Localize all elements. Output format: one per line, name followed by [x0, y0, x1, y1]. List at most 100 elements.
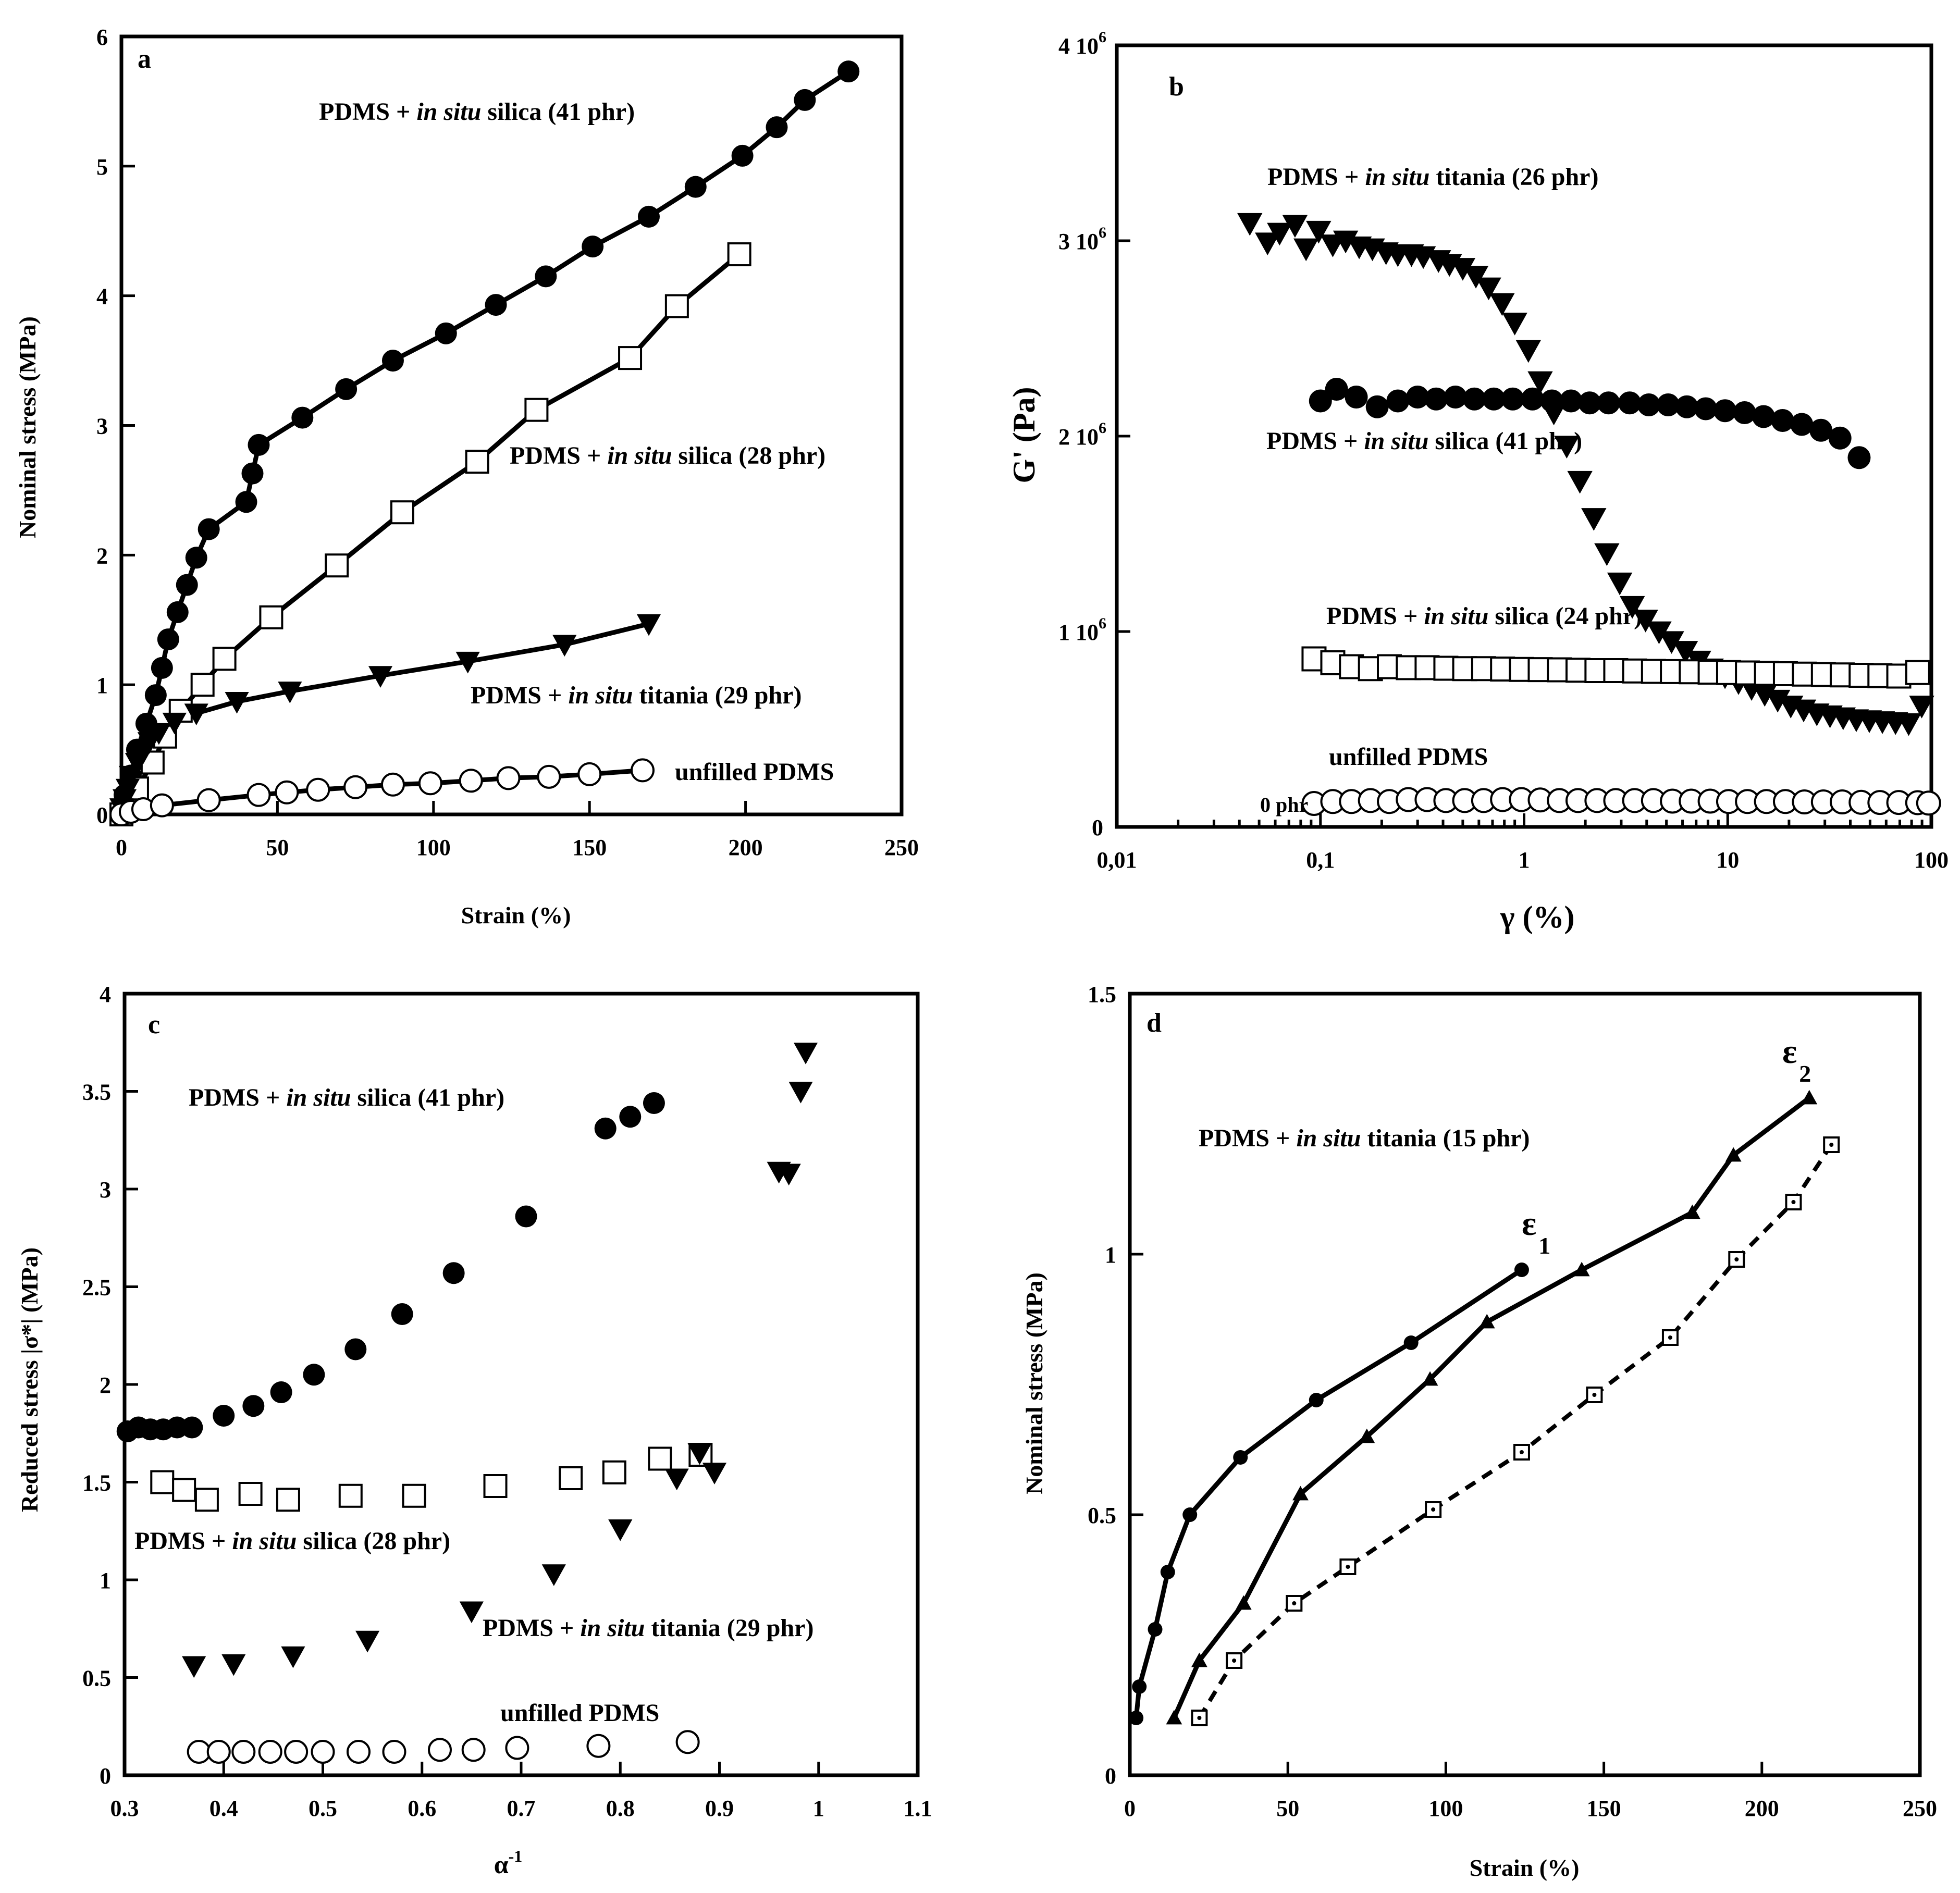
- panel-a-point-unfilled-pdms: [306, 777, 330, 802]
- panel-b-point-pdms-in-situ-titania-26-phr: [1581, 508, 1607, 531]
- panel-a-point-pdms-in-situ-silica-28-phr: [390, 500, 414, 525]
- panel-c: 0.3 0.4 0.5 0.6 0.7 0.8 0.9 1 1.1 0 0.5 1 1.5 2 2.5 3 3.…: [16, 982, 932, 1879]
- panel-d: 0 50 100 150 200 250 0 0.5 1 1.5 d Strain (%) Nom…: [1021, 982, 1937, 1881]
- panel-c-point-unfilled-pdms: [586, 1734, 611, 1758]
- panel-d-x-tick-label: 100: [1428, 1796, 1463, 1821]
- panel-b-point-pdms-in-situ-titania-26-phr: [1463, 266, 1489, 289]
- panel-b-y-tick-label: 1 106: [1058, 615, 1106, 645]
- panel-b-point-pdms-in-situ-titania-26-phr: [1476, 277, 1501, 301]
- panel-d-data-points: [1129, 1090, 1840, 1726]
- panel-b-point-pdms-in-situ-titania-26-phr: [1633, 610, 1658, 633]
- panel-b-point-pdms-in-situ-silica-41-phr: [1828, 426, 1852, 450]
- panel-a-point-pdms-in-situ-titania-29-phr: [184, 703, 208, 726]
- panel-d-point-2-loading: [1359, 1428, 1375, 1443]
- panel-b-point-pdms-in-situ-titania-26-phr: [1909, 696, 1934, 719]
- panel-c-point-pdms-in-situ-titania-29-phr: [702, 1463, 727, 1484]
- panel-c-annotation-unfilled: unfilled PDMS: [500, 1699, 659, 1727]
- panel-c-point-pdms-in-situ-silica-28-phr: [648, 1446, 672, 1471]
- panel-c-y-tick-label: 3: [100, 1177, 111, 1203]
- panel-d-x-tick-label: 50: [1276, 1796, 1299, 1821]
- panel-a-point-pdms-in-situ-silica-41-phr: [241, 462, 264, 485]
- panel-a-point-pdms-in-situ-silica-41-phr: [235, 491, 257, 513]
- panel-a-point-unfilled-pdms: [577, 762, 602, 786]
- panel-b-x-axis-title: γ (%): [1499, 900, 1574, 934]
- panel-a-point-unfilled-pdms: [380, 772, 405, 797]
- panel-c-ticks: 0.3 0.4 0.5 0.6 0.7 0.8 0.9 1 1.1 0 0.5 1 1.5 2 2.5 3 3.…: [82, 982, 932, 1821]
- panel-b-point-pdms-in-situ-silica-41-phr: [1365, 395, 1389, 418]
- panel-c-point-pdms-in-situ-titania-29-phr: [664, 1468, 689, 1491]
- panel-c-point-unfilled-pdms: [346, 1740, 371, 1764]
- panel-d-point-1-loading: [1148, 1622, 1163, 1637]
- panel-d-point-1-loading: [1182, 1507, 1198, 1522]
- panel-d-plot-frame: [1128, 992, 1922, 1777]
- panel-a-x-tick-label: 150: [572, 835, 607, 860]
- panel-b-x-tick-label: 100: [1914, 847, 1949, 873]
- panel-b-point-pdms-in-situ-titania-26-phr: [1515, 340, 1541, 363]
- panel-a-point-pdms-in-situ-silica-41-phr: [198, 518, 220, 540]
- panel-b-point-pdms-in-situ-titania-26-phr: [1765, 689, 1791, 713]
- panel-d-line-reloading: [1197, 1143, 1833, 1719]
- panel-c-point-pdms-in-situ-silica-28-phr: [172, 1478, 196, 1502]
- panel-b-point-pdms-in-situ-silica-41-phr: [1675, 395, 1698, 418]
- panel-a-point-pdms-in-situ-silica-41-phr: [766, 116, 788, 139]
- panel-a-point-unfilled-pdms: [246, 783, 271, 807]
- panel-a-point-unfilled-pdms: [537, 764, 561, 789]
- panel-a-point-pdms-in-situ-silica-41-phr: [837, 60, 860, 83]
- panel-a-point-pdms-in-situ-silica-28-phr: [259, 605, 283, 629]
- panel-a-point-unfilled-pdms: [496, 766, 521, 790]
- panel-b-point-pdms-in-situ-titania-26-phr: [1607, 572, 1633, 596]
- panel-b-point-pdms-in-situ-titania-26-phr: [1450, 258, 1476, 281]
- panel-d-point-center-dot: [1346, 1565, 1350, 1569]
- panel-b-point-pdms-in-situ-titania-26-phr: [1333, 230, 1359, 254]
- panel-c-x-tick-label: 0.5: [309, 1796, 337, 1821]
- panel-a-y-tick-label: 0: [96, 802, 108, 828]
- panel-b-point-pdms-in-situ-silica-41-phr: [1521, 387, 1544, 411]
- panel-d-annotation-titania-15: PDMS + in situ titania (15 phr): [1199, 1124, 1530, 1152]
- panel-c-annotation-silica-28: PDMS + in situ silica (28 phr): [134, 1527, 450, 1555]
- panel-b-x-tick-label: 0,1: [1306, 847, 1335, 873]
- panel-a-point-unfilled-pdms: [630, 758, 655, 783]
- panel-c-point-unfilled-pdms: [675, 1730, 700, 1754]
- panel-b-point-pdms-in-situ-titania-26-phr: [1255, 232, 1280, 255]
- panel-c-point-pdms-in-situ-silica-41-phr: [213, 1405, 235, 1427]
- panel-a-point-pdms-in-situ-silica-41-phr: [637, 205, 660, 228]
- panel-a-line-pdms-in-situ-silica-41-phr: [119, 69, 851, 817]
- panel-b-point-pdms-in-situ-silica-41-phr: [1752, 405, 1776, 428]
- panel-a-x-tick-label: 100: [416, 835, 451, 860]
- panel-a-point-pdms-in-situ-silica-41-phr: [335, 378, 358, 400]
- panel-b: 0,01 0,1 1 10 100 0 1 106 2 106 3 106 4 106 b γ (…: [1007, 29, 1949, 934]
- panel-b-point-pdms-in-situ-silica-41-phr: [1463, 387, 1486, 411]
- panel-a-y-tick-label: 1: [96, 673, 108, 698]
- panel-a-point-pdms-in-situ-silica-28-phr: [664, 294, 689, 318]
- panel-c-y-tick-label: 2.5: [82, 1275, 111, 1301]
- panel-a-y-tick-label: 3: [96, 414, 108, 439]
- panel-c-point-pdms-in-situ-titania-29-phr: [776, 1164, 801, 1186]
- panel-b-y-tick-label: 0: [1092, 815, 1103, 840]
- panel-b-x-tick-label: 0,01: [1097, 847, 1137, 873]
- panel-d-x-axis-title: Strain (%): [1470, 1854, 1580, 1881]
- panel-a-point-pdms-in-situ-titania-29-phr: [146, 723, 171, 745]
- panel-a-annotation-silica-41: PDMS + in situ silica (41 phr): [319, 98, 635, 126]
- panel-c-point-unfilled-pdms: [284, 1740, 309, 1764]
- panel-c-point-pdms-in-situ-titania-29-phr: [788, 1082, 813, 1104]
- panel-d-point-1-loading: [1514, 1263, 1529, 1277]
- panel-b-point-pdms-in-situ-titania-26-phr: [1659, 631, 1684, 654]
- panel-b-point-pdms-in-situ-titania-26-phr: [1896, 713, 1921, 736]
- panel-d-x-tick-label: 150: [1587, 1796, 1621, 1821]
- panel-a-annotation-titania-29: PDMS + in situ titania (29 phr): [471, 682, 802, 709]
- panel-d-point-center-dot: [1197, 1716, 1202, 1720]
- panel-a-point-pdms-in-situ-silica-41-phr: [151, 657, 173, 679]
- panel-a-y-tick-label: 6: [96, 24, 108, 50]
- panel-c-x-tick-label: 0.6: [408, 1796, 436, 1821]
- panel-b-point-pdms-in-situ-titania-26-phr: [1282, 215, 1308, 238]
- panel-c-point-pdms-in-situ-silica-41-phr: [619, 1106, 642, 1128]
- panel-d-y-tick-label: 0.5: [1088, 1503, 1116, 1528]
- panel-c-x-tick-label: 0.4: [209, 1796, 238, 1821]
- panel-b-point-pdms-in-situ-titania-26-phr: [1672, 641, 1698, 664]
- panel-c-point-unfilled-pdms: [187, 1740, 211, 1764]
- panel-c-annotation-titania-29: PDMS + in situ titania (29 phr): [483, 1614, 813, 1642]
- panel-c-point-pdms-in-situ-silica-28-phr: [483, 1474, 508, 1498]
- panel-b-point-pdms-in-situ-titania-26-phr: [1567, 471, 1593, 494]
- panel-a-y-tick-label: 4: [96, 284, 108, 310]
- panel-d-y-tick-label: 1: [1105, 1242, 1116, 1268]
